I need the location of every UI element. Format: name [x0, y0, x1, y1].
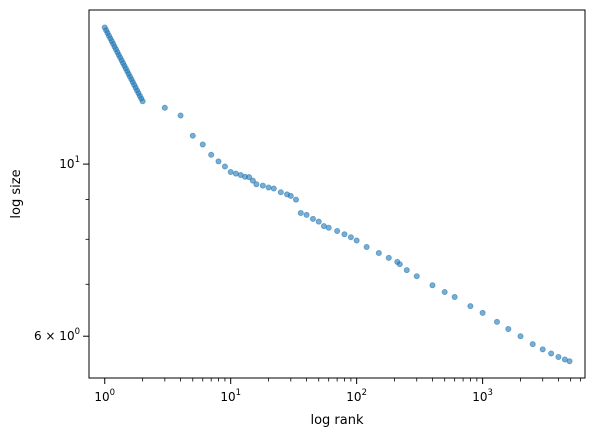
data-point: [555, 354, 562, 361]
data-point: [297, 209, 304, 216]
y-tick-label: 101: [59, 155, 80, 171]
data-point: [315, 218, 322, 225]
data-point: [334, 227, 341, 234]
data-point: [441, 289, 448, 296]
data-point: [451, 294, 458, 301]
data-point: [429, 282, 436, 289]
data-point: [479, 309, 486, 316]
data-point: [325, 224, 332, 231]
y-axis-label: log size: [9, 169, 24, 218]
data-point: [189, 132, 196, 139]
x-tick-label: 101: [220, 388, 241, 404]
data-point: [277, 189, 284, 196]
data-point: [548, 350, 555, 357]
data-point: [403, 267, 410, 274]
x-axis-label: log rank: [310, 413, 364, 428]
data-point: [517, 333, 524, 340]
data-point: [292, 196, 299, 203]
data-point: [215, 158, 222, 165]
x-axis-ticks: 100 101 102 103: [94, 378, 582, 404]
data-point: [363, 243, 370, 250]
data-point: [177, 112, 184, 119]
data-point: [259, 182, 266, 189]
data-point: [309, 215, 316, 222]
plot-frame: [88, 9, 586, 379]
y-tick-label: 6 × 100: [34, 327, 80, 343]
data-point: [253, 181, 260, 188]
x-tick-label: 100: [94, 388, 115, 404]
data-point: [199, 141, 206, 148]
data-point: [566, 358, 573, 365]
data-point: [221, 163, 228, 170]
x-tick-label: 102: [346, 388, 367, 404]
data-point: [265, 184, 272, 191]
data-point: [139, 98, 146, 105]
data-point: [303, 211, 310, 218]
data-point: [347, 234, 354, 241]
data-point: [227, 168, 234, 175]
data-point: [270, 185, 277, 192]
data-point: [413, 273, 420, 280]
data-point: [396, 261, 403, 268]
data-point: [246, 174, 253, 181]
plot-background: [89, 10, 585, 378]
data-point: [375, 250, 382, 257]
data-point: [287, 192, 294, 199]
y-axis-ticks: 101 6 × 100: [34, 155, 89, 343]
data-point: [539, 346, 546, 353]
data-point: [249, 177, 256, 184]
data-point: [385, 254, 392, 261]
x-tick-label: 103: [472, 388, 493, 404]
data-point: [467, 303, 474, 310]
data-point: [208, 151, 215, 158]
data-point: [161, 104, 168, 111]
data-point: [341, 231, 348, 238]
data-point: [529, 341, 536, 348]
data-point: [493, 318, 500, 325]
data-point: [353, 237, 360, 244]
data-point: [505, 325, 512, 332]
data-points: [101, 24, 573, 365]
